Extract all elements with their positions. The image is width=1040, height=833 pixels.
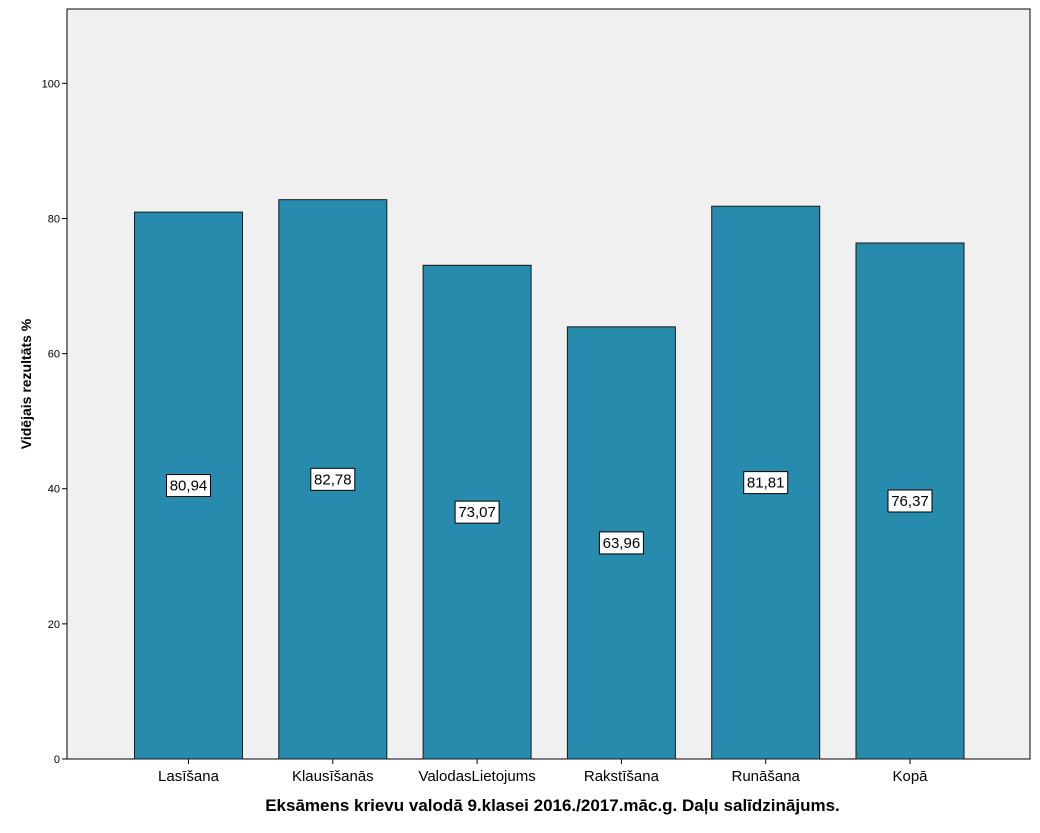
x-tick-label: Kopā [892, 768, 928, 785]
data-labels-group: 80,94 82,78 73,07 63,96 81,81 76,37 [166, 467, 933, 555]
data-label: 76,37 [891, 493, 929, 510]
y-tick-label: 20 [48, 619, 60, 631]
data-label: 82,78 [314, 471, 352, 488]
y-tick-label: 40 [48, 484, 60, 496]
x-tick-label: Lasīšana [158, 768, 220, 785]
data-label: 73,07 [458, 504, 496, 521]
data-label: 80,94 [170, 478, 208, 495]
y-axis-title: Vidējais rezultāts % [18, 318, 34, 449]
data-label-box [887, 489, 933, 513]
y-tick-label: 80 [48, 213, 60, 225]
x-tick-label: Runāšana [732, 768, 801, 785]
data-label-box [598, 531, 644, 555]
chart-title: Eksāmens krievu valodā 9.klasei 2016./20… [265, 796, 840, 815]
x-axis: Lasīšana Klausīšanās ValodasLietojums Rakst… [67, 758, 1030, 785]
data-label-box [454, 500, 500, 524]
data-label-box [743, 471, 789, 495]
y-axis: 0 20 40 60 80 100 [42, 9, 68, 766]
y-tick-label: 100 [42, 78, 60, 90]
data-label: 81,81 [747, 475, 785, 492]
y-tick-label: 0 [54, 754, 60, 766]
y-tick-label: 60 [48, 349, 60, 361]
x-tick-label: ValodasLietojums [418, 768, 535, 785]
data-label-box [310, 467, 356, 491]
data-label-box [166, 474, 211, 498]
x-tick-label: Rakstīšana [584, 768, 660, 785]
data-label: 63,96 [603, 535, 641, 552]
bars-group [134, 199, 965, 760]
x-tick-label: Klausīšanās [292, 768, 374, 785]
